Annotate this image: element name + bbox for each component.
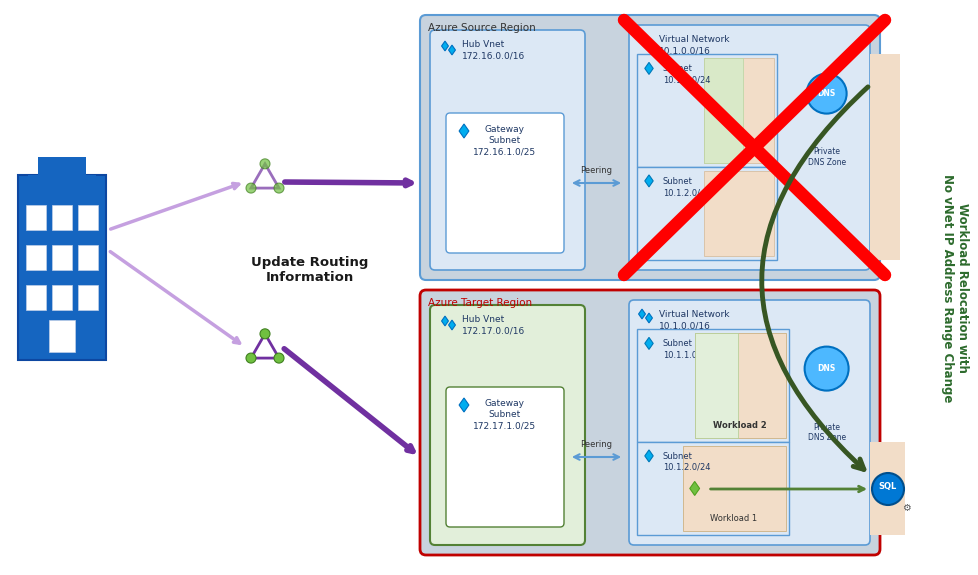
Bar (26, 205, 46, 230)
Bar (869, 167, 899, 260)
Bar (78, 285, 98, 310)
Circle shape (274, 183, 284, 193)
Bar (637, 167, 776, 260)
Text: Subnet
10.1.1.0/24: Subnet 10.1.1.0/24 (662, 339, 710, 359)
Text: Update Routing
Information: Update Routing Information (251, 256, 369, 284)
Bar (703, 171, 774, 256)
Bar (703, 59, 774, 163)
Polygon shape (459, 398, 468, 412)
Bar (52, 205, 72, 230)
Bar (49, 320, 75, 352)
Bar (869, 55, 899, 167)
Bar (869, 442, 904, 535)
Text: Gateway
Subnet
172.16.1.0/25: Gateway Subnet 172.16.1.0/25 (473, 125, 536, 157)
Bar (26, 245, 46, 270)
Bar (637, 329, 788, 442)
Polygon shape (645, 63, 652, 74)
Circle shape (260, 329, 270, 339)
Text: Virtual Network
10.1.0.0/16: Virtual Network 10.1.0.0/16 (658, 310, 729, 330)
Bar (26, 285, 46, 310)
Bar (78, 245, 98, 270)
Text: Hub Vnet
172.17.0.0/16: Hub Vnet 172.17.0.0/16 (462, 315, 525, 336)
Text: Hub Vnet
172.16.0.0/16: Hub Vnet 172.16.0.0/16 (462, 40, 525, 61)
Text: Subnet
10.1.2.0/: Subnet 10.1.2.0/ (662, 177, 699, 197)
Text: SQL: SQL (878, 482, 896, 492)
Polygon shape (645, 313, 651, 323)
Bar (682, 446, 785, 531)
Text: Workload 1: Workload 1 (709, 514, 756, 523)
Bar (18, 175, 106, 360)
Circle shape (804, 347, 848, 390)
Text: Workload 2: Workload 2 (712, 421, 766, 430)
FancyBboxPatch shape (628, 300, 869, 545)
FancyArrowPatch shape (761, 87, 867, 469)
Bar (38, 157, 86, 175)
Text: Subnet
10.1.2.0/24: Subnet 10.1.2.0/24 (662, 452, 710, 472)
FancyBboxPatch shape (429, 30, 585, 270)
Circle shape (260, 159, 270, 169)
FancyBboxPatch shape (420, 15, 879, 280)
Bar (52, 285, 72, 310)
Bar (28, 175, 96, 205)
Polygon shape (638, 309, 645, 319)
Text: Peering: Peering (579, 440, 611, 449)
Text: ⚙: ⚙ (901, 503, 910, 513)
Circle shape (871, 473, 903, 505)
Polygon shape (638, 34, 645, 44)
Text: Subnet
10.1.1.0/24: Subnet 10.1.1.0/24 (662, 64, 710, 85)
Text: Azure Target Region: Azure Target Region (427, 298, 532, 308)
Text: Azure Source Region: Azure Source Region (427, 23, 535, 33)
Text: Virtual Network
10.1.0.0/16: Virtual Network 10.1.0.0/16 (658, 35, 729, 55)
Bar (703, 59, 742, 163)
Polygon shape (645, 38, 651, 48)
Polygon shape (459, 124, 468, 138)
FancyBboxPatch shape (446, 113, 563, 253)
Bar (637, 55, 776, 167)
Bar (694, 334, 737, 438)
Circle shape (274, 353, 284, 363)
Polygon shape (441, 316, 448, 326)
FancyBboxPatch shape (446, 387, 563, 527)
Bar (78, 205, 98, 230)
FancyBboxPatch shape (628, 25, 869, 270)
Text: Gateway
Subnet
172.17.1.0/25: Gateway Subnet 172.17.1.0/25 (473, 399, 536, 431)
Circle shape (245, 353, 255, 363)
Bar (694, 334, 785, 438)
Polygon shape (645, 450, 652, 462)
Circle shape (806, 74, 846, 114)
Text: DNS: DNS (817, 89, 835, 98)
Polygon shape (645, 338, 652, 350)
Bar (52, 245, 72, 270)
Polygon shape (689, 481, 699, 496)
Text: Private
DNS Zone: Private DNS Zone (807, 148, 845, 167)
Polygon shape (448, 320, 455, 330)
Polygon shape (645, 175, 652, 187)
FancyBboxPatch shape (429, 305, 585, 545)
Polygon shape (441, 41, 448, 51)
Polygon shape (448, 45, 455, 55)
Circle shape (245, 183, 255, 193)
Text: Workload Relocation with
No vNet IP Address Range Change: Workload Relocation with No vNet IP Addr… (940, 174, 968, 402)
Bar (637, 442, 788, 535)
Text: Private
DNS Zone: Private DNS Zone (807, 423, 845, 442)
Text: Peering: Peering (579, 166, 611, 175)
Text: DNS: DNS (817, 364, 835, 373)
FancyBboxPatch shape (420, 290, 879, 555)
